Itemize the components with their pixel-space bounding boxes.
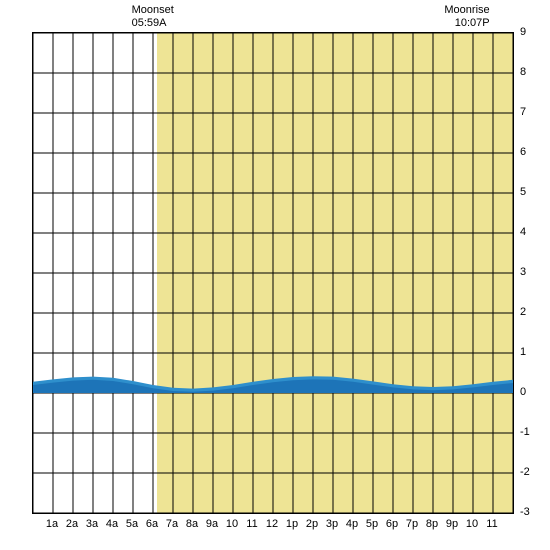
x-tick-label: 10 bbox=[466, 518, 478, 530]
x-tick-label: 3p bbox=[326, 518, 338, 530]
y-tick-label: -3 bbox=[520, 506, 530, 518]
x-tick-label: 3a bbox=[86, 518, 98, 530]
y-tick-label: 4 bbox=[520, 226, 526, 238]
moonrise-label: Moonrise bbox=[444, 4, 489, 17]
y-tick-label: 5 bbox=[520, 186, 526, 198]
x-tick-label: 10 bbox=[226, 518, 238, 530]
x-tick-label: 12 bbox=[266, 518, 278, 530]
x-tick-label: 2p bbox=[306, 518, 318, 530]
moonrise-annotation: Moonrise 10:07P bbox=[444, 4, 489, 30]
moonset-time: 05:59A bbox=[132, 17, 174, 30]
moonrise-time: 10:07P bbox=[444, 17, 489, 30]
y-tick-label: -1 bbox=[520, 426, 530, 438]
x-tick-label: 1a bbox=[46, 518, 58, 530]
x-tick-label: 8a bbox=[186, 518, 198, 530]
x-tick-label: 1p bbox=[286, 518, 298, 530]
moonset-label: Moonset bbox=[132, 4, 174, 17]
x-tick-label: 9a bbox=[206, 518, 218, 530]
y-tick-label: 2 bbox=[520, 306, 526, 318]
x-tick-label: 4p bbox=[346, 518, 358, 530]
x-tick-label: 9p bbox=[446, 518, 458, 530]
y-tick-label: -2 bbox=[520, 466, 530, 478]
chart-plot-area bbox=[32, 32, 514, 514]
x-tick-label: 5p bbox=[366, 518, 378, 530]
y-tick-label: 1 bbox=[520, 346, 526, 358]
x-tick-label: 2a bbox=[66, 518, 78, 530]
x-tick-label: 5a bbox=[126, 518, 138, 530]
y-tick-label: 0 bbox=[520, 386, 526, 398]
chart-svg bbox=[33, 33, 513, 513]
y-tick-label: 7 bbox=[520, 106, 526, 118]
x-tick-label: 7a bbox=[166, 518, 178, 530]
x-tick-label: 4a bbox=[106, 518, 118, 530]
y-tick-label: 9 bbox=[520, 26, 526, 38]
x-tick-label: 6p bbox=[386, 518, 398, 530]
y-tick-label: 6 bbox=[520, 146, 526, 158]
x-tick-label: 8p bbox=[426, 518, 438, 530]
x-tick-label: 7p bbox=[406, 518, 418, 530]
y-tick-label: 8 bbox=[520, 66, 526, 78]
y-tick-label: 3 bbox=[520, 266, 526, 278]
x-tick-label: 6a bbox=[146, 518, 158, 530]
x-tick-label: 11 bbox=[486, 518, 497, 530]
moonset-annotation: Moonset 05:59A bbox=[132, 4, 174, 30]
x-tick-label: 11 bbox=[246, 518, 257, 530]
